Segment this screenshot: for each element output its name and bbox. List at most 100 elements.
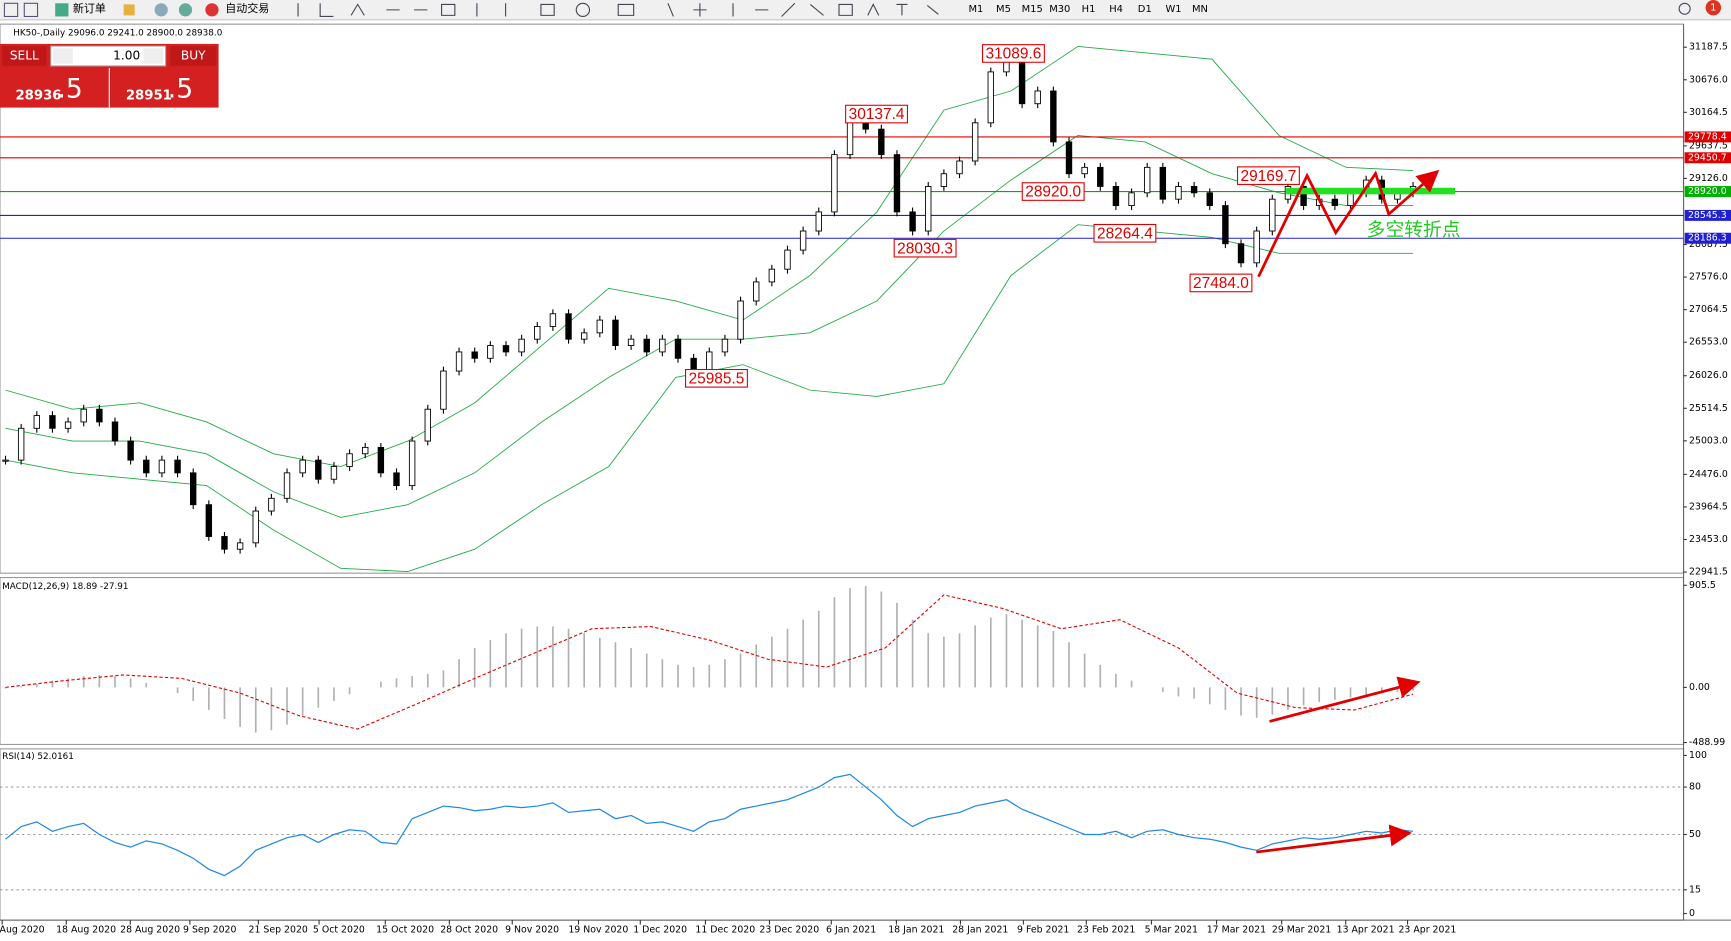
candle xyxy=(674,338,682,359)
y-tick-label: 100 xyxy=(1689,750,1707,761)
lot-value[interactable]: 1.00 xyxy=(113,49,140,63)
candle xyxy=(2,459,9,462)
sell-label[interactable]: SELL xyxy=(10,49,39,63)
x-tick-label: 28 Aug 2020 xyxy=(120,925,180,936)
icon[interactable] xyxy=(3,2,19,18)
candle xyxy=(252,510,259,544)
candle xyxy=(1128,192,1135,206)
candle xyxy=(643,338,650,353)
support-zone xyxy=(1286,187,1456,195)
candle xyxy=(753,281,760,302)
candle xyxy=(33,415,40,429)
timeframe-button[interactable]: H1 xyxy=(1082,4,1096,15)
candle xyxy=(987,71,995,124)
macd-panel xyxy=(0,577,1685,746)
x-tick-label: 6 Jan 2021 xyxy=(826,925,876,936)
search-icon[interactable] xyxy=(1678,2,1691,15)
candle xyxy=(1034,90,1041,105)
candle xyxy=(236,542,244,550)
rsi-line xyxy=(5,773,1414,877)
candle xyxy=(330,466,338,480)
bid-pip[interactable]: .5 xyxy=(57,74,82,105)
candle xyxy=(1300,186,1307,206)
new-order-button[interactable]: 新订单 xyxy=(73,1,106,15)
candle xyxy=(1097,166,1104,187)
candle xyxy=(831,154,838,213)
candle xyxy=(455,351,463,372)
candle xyxy=(1018,58,1026,105)
y-tick-label: 31187.5 xyxy=(1689,42,1728,53)
x-tick-label: 13 Apr 2021 xyxy=(1337,925,1395,936)
x-tick-label: 11 Dec 2020 xyxy=(695,925,755,936)
icon[interactable] xyxy=(178,3,193,17)
price-annotation-box xyxy=(1189,273,1253,293)
auto-trading-button[interactable]: 自动交易 xyxy=(225,1,269,15)
rsi-title: RSI(14) 52.0161 xyxy=(2,752,74,762)
timeframe-button[interactable]: M30 xyxy=(1049,4,1070,15)
rsi-divergence-arrow xyxy=(1256,824,1412,854)
x-tick-label: 28 Jan 2021 xyxy=(952,925,1008,936)
lot-down[interactable] xyxy=(52,48,73,64)
price-level-tag xyxy=(1684,232,1731,244)
y-tick-label: 29637.5 xyxy=(1689,140,1728,151)
timeframe-button[interactable]: MN xyxy=(1192,4,1208,15)
candle xyxy=(565,313,572,340)
timeframe-button[interactable]: D1 xyxy=(1138,4,1152,15)
new-order-icon[interactable] xyxy=(55,3,69,17)
y-tick-label: 26553.0 xyxy=(1689,337,1728,348)
bid-price[interactable]: 28936 xyxy=(15,89,61,104)
price-annotation: 27484.0 xyxy=(1193,275,1249,292)
ask-price[interactable]: 28951 xyxy=(126,89,172,104)
x-tick-label: 18 Aug 2020 xyxy=(56,925,116,936)
candle xyxy=(1065,141,1073,175)
price-annotation-box xyxy=(893,238,957,258)
candle xyxy=(784,249,791,270)
candle xyxy=(940,173,948,187)
price-annotation-box xyxy=(1236,166,1300,185)
candle xyxy=(111,421,119,442)
candle xyxy=(96,408,103,423)
price-level-label: 29450.7 xyxy=(1688,152,1727,163)
candle xyxy=(64,421,72,429)
lot-input[interactable] xyxy=(50,45,167,67)
icon[interactable] xyxy=(154,3,168,17)
x-tick-label: 17 Mar 2021 xyxy=(1207,925,1266,936)
candle xyxy=(315,459,322,480)
notification-badge[interactable] xyxy=(1705,0,1722,16)
candle xyxy=(893,154,901,213)
y-tick-label: 0 xyxy=(1689,908,1695,919)
icon[interactable] xyxy=(123,4,135,16)
timeframe-button[interactable]: M15 xyxy=(1022,4,1043,15)
buy-button[interactable] xyxy=(170,46,217,66)
candle xyxy=(158,459,166,474)
timeframe-button[interactable]: M5 xyxy=(996,4,1011,15)
candle xyxy=(424,408,431,442)
x-tick-label: 15 Oct 2020 xyxy=(376,925,434,936)
lot-up[interactable] xyxy=(143,48,164,64)
y-tick-label: 80 xyxy=(1689,782,1701,793)
x-tick-label: 9 Nov 2020 xyxy=(505,925,559,936)
y-tick-label: 26026.0 xyxy=(1689,370,1728,381)
x-tick-label: 9 Feb 2021 xyxy=(1017,925,1069,936)
timeframe-button[interactable]: M1 xyxy=(968,4,983,15)
candle xyxy=(174,459,181,474)
y-tick-label: 30676.0 xyxy=(1689,74,1728,85)
icon[interactable] xyxy=(23,2,39,18)
candle xyxy=(534,326,541,340)
timeframe-button[interactable]: W1 xyxy=(1165,4,1181,15)
buy-label[interactable]: BUY xyxy=(181,49,206,63)
ask-pip[interactable]: .5 xyxy=(168,74,193,105)
candle xyxy=(909,211,916,232)
macd-signal xyxy=(5,594,1414,730)
price-annotation-box xyxy=(685,368,748,388)
timeframe-button[interactable]: H4 xyxy=(1109,4,1123,15)
candle xyxy=(80,408,87,423)
price-level-tag xyxy=(1684,152,1731,164)
y-tick-label: 905.5 xyxy=(1689,580,1716,591)
candle xyxy=(49,415,56,429)
sell-button[interactable] xyxy=(2,46,47,66)
toolbar: 新订单 自动交易 M1 M5 M15 M30 H1 H4 D1 W1 MN 1 xyxy=(0,0,1731,21)
auto-trading-icon[interactable] xyxy=(205,3,219,17)
y-tick-label: 25003.0 xyxy=(1689,435,1728,446)
